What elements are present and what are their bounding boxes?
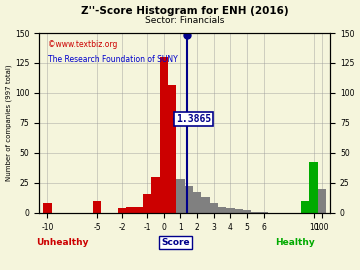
Bar (168, 85, 176, 213)
Text: Score: Score (162, 238, 190, 247)
Bar (260, 212, 268, 213)
Bar (160, 57, 168, 213)
Title: Z''-Score Histogram for ENH (2016): Z''-Score Histogram for ENH (2016) (81, 6, 288, 16)
Bar (251, 212, 260, 213)
Bar (226, 208, 235, 213)
Bar (243, 210, 251, 213)
Bar (301, 201, 310, 213)
Bar (185, 187, 193, 213)
Bar (126, 207, 135, 213)
Bar (118, 208, 126, 213)
Bar (318, 189, 326, 213)
Bar (235, 209, 243, 213)
Text: The Research Foundation of SUNY: The Research Foundation of SUNY (48, 55, 177, 63)
Bar (201, 197, 210, 213)
Y-axis label: Number of companies (997 total): Number of companies (997 total) (5, 65, 12, 181)
Bar (93, 201, 102, 213)
Text: Unhealthy: Unhealthy (36, 238, 89, 247)
Text: 1.3865: 1.3865 (176, 114, 211, 124)
Bar (310, 163, 318, 213)
Bar (135, 207, 143, 213)
Bar (151, 177, 160, 213)
Text: ©www.textbiz.org: ©www.textbiz.org (48, 40, 117, 49)
Text: Sector: Financials: Sector: Financials (145, 16, 224, 25)
Bar (176, 179, 185, 213)
Bar (218, 207, 226, 213)
Bar (43, 203, 51, 213)
Bar (193, 193, 201, 213)
Bar (143, 194, 151, 213)
Bar (210, 203, 218, 213)
Text: Healthy: Healthy (275, 238, 315, 247)
